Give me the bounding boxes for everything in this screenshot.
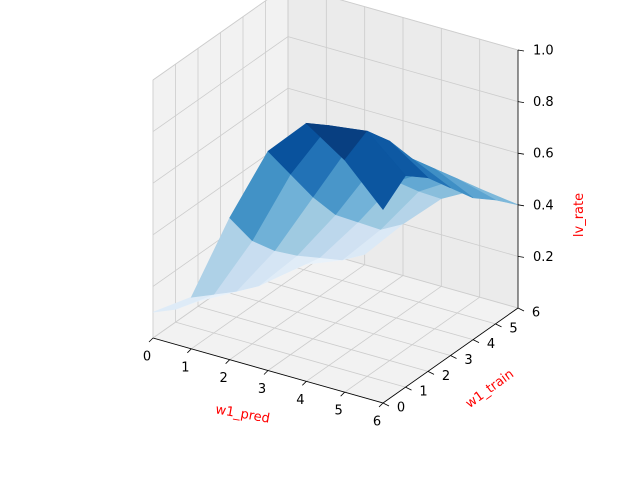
grid-line <box>152 87 289 184</box>
y-tick-label: 3 <box>464 353 472 368</box>
y-tick-label: 4 <box>487 337 495 352</box>
z-tick <box>517 152 525 155</box>
grid-line <box>287 87 519 154</box>
x-tick <box>378 402 384 408</box>
x-tick <box>263 370 269 375</box>
z-tick-label: 0.8 <box>533 95 554 110</box>
y-tick <box>382 402 390 407</box>
x-tick-label: 4 <box>296 393 304 408</box>
grid-line <box>287 36 519 102</box>
y-tick-label: 5 <box>509 321 517 336</box>
grid-line <box>152 0 268 81</box>
y-tick <box>495 323 502 328</box>
x-tick-label: 1 <box>181 360 189 375</box>
z-tick-label: 1.0 <box>533 44 554 59</box>
x-tick-label: 5 <box>335 404 343 419</box>
grid-line <box>152 36 289 132</box>
y-tick-label: 6 <box>532 306 540 321</box>
y-tick <box>450 355 457 359</box>
grid-line <box>197 305 429 372</box>
y-tick-label: 0 <box>397 401 405 416</box>
z-tick <box>517 101 525 103</box>
x-axis-label: w1_pred <box>214 402 271 426</box>
y-tick <box>517 307 525 312</box>
grid-line <box>265 258 496 325</box>
z-tick <box>517 204 525 207</box>
grid-line <box>175 321 406 388</box>
y-tick <box>472 339 480 344</box>
x-tick <box>302 381 307 386</box>
grid-line <box>242 274 474 341</box>
x-tick-label: 6 <box>373 415 381 430</box>
z-axis-label: lv_rate <box>572 193 587 237</box>
surface <box>152 122 519 313</box>
x-tick-label: 0 <box>143 350 151 365</box>
y-tick-label: 2 <box>442 369 450 384</box>
y-axis-label: w1_train <box>463 367 517 412</box>
grid-line <box>220 290 451 356</box>
z-tick <box>517 49 525 52</box>
x-tick <box>187 348 192 354</box>
grid-line <box>339 0 519 51</box>
z-tick <box>517 256 525 258</box>
z-tick-label: 0.4 <box>533 198 554 213</box>
x-tick <box>225 359 230 364</box>
z-tick-label: 0.2 <box>533 250 554 265</box>
y-tick <box>405 386 412 391</box>
x-tick <box>340 391 345 397</box>
y-tick-label: 1 <box>419 385 427 400</box>
y-tick <box>427 370 435 375</box>
x-tick-label: 3 <box>258 382 266 397</box>
axis-lines <box>148 49 525 408</box>
x-tick-label: 2 <box>220 371 228 386</box>
surface-patch <box>344 130 406 211</box>
z-tick-label: 0.6 <box>533 147 554 162</box>
x-tick <box>148 337 154 343</box>
